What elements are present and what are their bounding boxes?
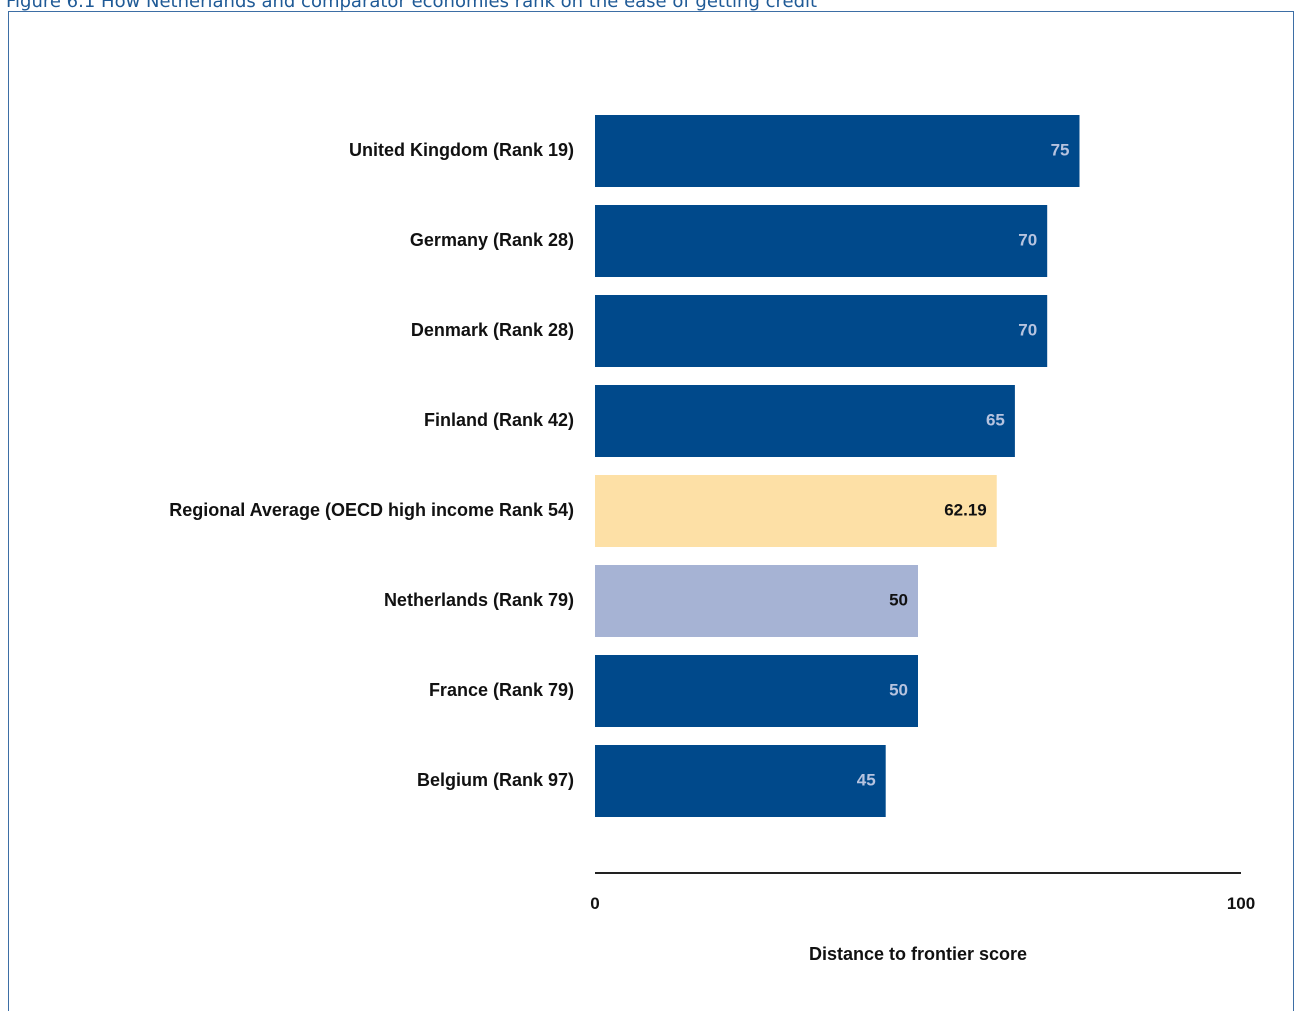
category-label: Denmark (Rank 28) [411, 320, 574, 340]
value-label: 50 [889, 590, 908, 609]
category-label: United Kingdom (Rank 19) [349, 140, 574, 160]
bar-7 [595, 745, 886, 817]
value-label: 50 [889, 680, 908, 699]
category-label: Finland (Rank 42) [424, 410, 574, 430]
figure-title: Figure 6.1 How Netherlands and comparato… [6, 0, 818, 12]
bar-6 [595, 655, 918, 727]
value-label: 75 [1051, 140, 1070, 159]
bar-0 [595, 115, 1080, 187]
x-axis-title: Distance to frontier score [809, 944, 1027, 964]
value-label: 65 [986, 410, 1005, 429]
bar-3 [595, 385, 1015, 457]
category-label: Germany (Rank 28) [410, 230, 574, 250]
category-label: France (Rank 79) [429, 680, 574, 700]
category-label: Netherlands (Rank 79) [384, 590, 574, 610]
bar-2 [595, 295, 1048, 367]
value-label: 70 [1018, 230, 1037, 249]
value-label: 70 [1018, 320, 1037, 339]
category-labels: United Kingdom (Rank 19) Germany (Rank 28… [169, 140, 574, 790]
category-label: Regional Average (OECD high income Rank … [169, 500, 574, 520]
figure-frame [8, 11, 1294, 1011]
bar-1 [595, 205, 1048, 277]
bar-4 [595, 475, 997, 547]
x-tick-label-min: 0 [590, 894, 599, 913]
category-label: Belgium (Rank 97) [417, 770, 574, 790]
value-labels: 75 70 70 65 62.19 50 50 45 [857, 140, 1070, 789]
value-label: 45 [857, 770, 876, 789]
x-tick-label-max: 100 [1227, 894, 1255, 913]
bars-layer [595, 115, 1080, 817]
bar-5 [595, 565, 918, 637]
value-label: 62.19 [944, 500, 987, 519]
